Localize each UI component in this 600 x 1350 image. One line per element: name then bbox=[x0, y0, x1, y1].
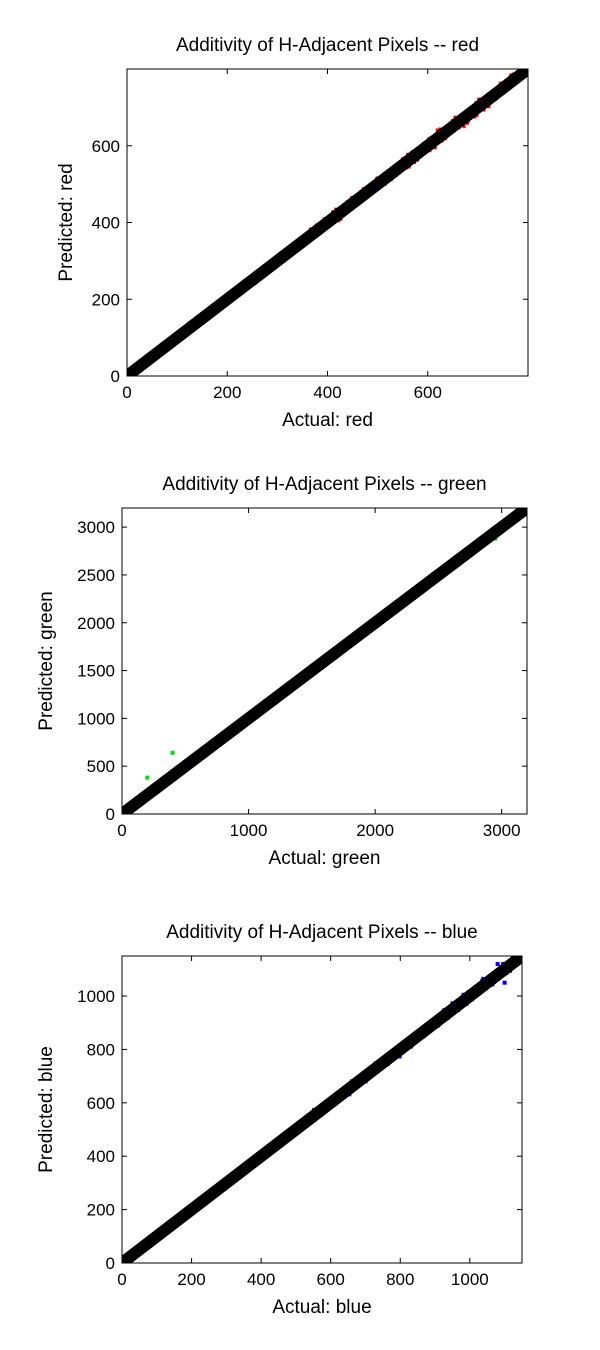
scatter-point bbox=[462, 125, 466, 129]
outlier-point bbox=[495, 962, 500, 967]
y-axis-label: Predicted: green bbox=[36, 591, 57, 730]
x-tick-label: 1000 bbox=[451, 1270, 489, 1289]
x-tick-label: 800 bbox=[386, 1270, 414, 1289]
y-tick-label: 1500 bbox=[77, 662, 115, 681]
scatter-point bbox=[453, 115, 457, 119]
y-tick-label: 600 bbox=[87, 1094, 115, 1113]
x-tick-label: 200 bbox=[177, 1270, 205, 1289]
y-tick-label: 3000 bbox=[77, 518, 115, 537]
x-tick-label: 600 bbox=[317, 1270, 345, 1289]
chart-title: Additivity of H-Adjacent Pixels -- green bbox=[162, 474, 486, 495]
x-tick-label: 200 bbox=[213, 383, 241, 402]
scatter-point bbox=[481, 976, 485, 980]
chart-panel-1: 0 200 400 600 0 200 400 600 Additivity of H-Adja… bbox=[56, 35, 529, 431]
x-tick-label: 0 bbox=[117, 1270, 126, 1289]
x-tick-label: 3000 bbox=[483, 821, 521, 840]
x-axis-label: Actual: blue bbox=[272, 1297, 371, 1318]
x-axis-label: Actual: red bbox=[282, 410, 373, 431]
x-tick-label: 1000 bbox=[230, 821, 268, 840]
y-tick-label: 400 bbox=[87, 1147, 115, 1166]
identity-series bbox=[122, 508, 527, 814]
scatter-point bbox=[516, 953, 519, 956]
plot-area bbox=[122, 953, 522, 1263]
chart-title: Additivity of H-Adjacent Pixels -- blue bbox=[166, 922, 478, 943]
x-tick-label: 0 bbox=[122, 383, 131, 402]
y-tick-label: 1000 bbox=[77, 987, 115, 1006]
y-tick-label: 0 bbox=[106, 1254, 115, 1273]
scatter-point bbox=[487, 105, 491, 109]
x-tick-label: 600 bbox=[414, 383, 442, 402]
axes-box bbox=[121, 507, 528, 815]
x-tick-label: 400 bbox=[313, 383, 341, 402]
plot-area bbox=[122, 508, 527, 814]
chart-panel-3: 0 200 400 600 800 1000 0 200 400 600 800 1000 Additi… bbox=[36, 922, 523, 1318]
y-tick-label: 0 bbox=[106, 805, 115, 824]
x-axis-label: Actual: green bbox=[269, 848, 381, 869]
y-tick-label: 600 bbox=[92, 137, 120, 156]
y-tick-label: 800 bbox=[87, 1040, 115, 1059]
y-tick-label: 400 bbox=[92, 214, 120, 233]
x-tick-label: 2000 bbox=[356, 821, 394, 840]
y-axis-label: Predicted: red bbox=[56, 163, 77, 281]
plot-area bbox=[127, 69, 528, 376]
axes-box bbox=[121, 955, 523, 1264]
y-tick-label: 1000 bbox=[77, 709, 115, 728]
y-axis-label: Predicted: blue bbox=[36, 1046, 57, 1173]
outlier-point bbox=[435, 128, 440, 133]
y-tick-label: 0 bbox=[111, 367, 120, 386]
x-tick-label: 0 bbox=[117, 821, 126, 840]
identity-series bbox=[127, 69, 528, 376]
y-tick-label: 2500 bbox=[77, 566, 115, 585]
scatter-point bbox=[465, 121, 469, 125]
identity-series bbox=[122, 956, 522, 1263]
outlier-point bbox=[170, 750, 175, 755]
y-tick-label: 2000 bbox=[77, 614, 115, 633]
outlier-point bbox=[145, 775, 150, 780]
scatter-point bbox=[433, 146, 437, 150]
scatter-point bbox=[477, 97, 481, 101]
x-tick-label: 400 bbox=[247, 1270, 275, 1289]
y-tick-label: 200 bbox=[87, 1201, 115, 1220]
y-tick-label: 500 bbox=[87, 757, 115, 776]
chart-panel-2: 0 1000 2000 3000 0 500 1000 1500 2000 2500 3000 Add… bbox=[36, 474, 528, 869]
y-tick-label: 200 bbox=[92, 290, 120, 309]
outlier-point bbox=[502, 980, 507, 985]
chart-title: Additivity of H-Adjacent Pixels -- red bbox=[176, 35, 479, 56]
